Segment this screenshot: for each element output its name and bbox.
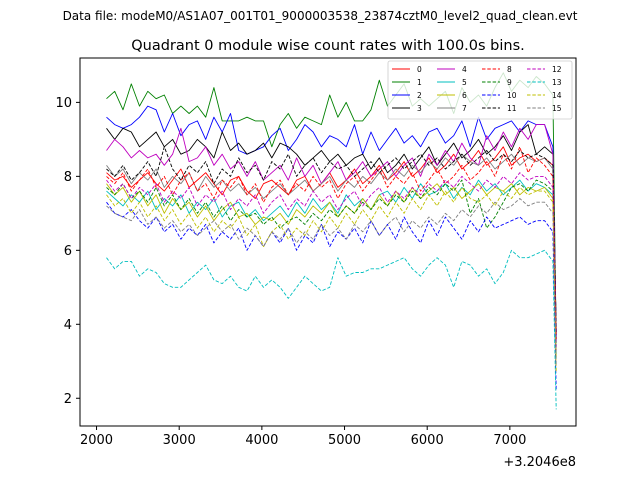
y-tick-label: 4 [64, 318, 72, 333]
legend-label-14: 14 [552, 91, 562, 100]
x-axis: 2000 3000 4000 5000 6000 7000 [80, 426, 526, 448]
legend-label-3: 3 [417, 104, 422, 113]
plot-area [106, 72, 557, 410]
legend-label-7: 7 [462, 104, 467, 113]
x-tick-label: 4000 [245, 433, 278, 448]
legend-label-6: 6 [462, 91, 467, 100]
legend-label-9: 9 [507, 78, 512, 87]
y-tick-label: 2 [64, 392, 72, 407]
series-line-10 [106, 201, 557, 391]
series-line-13 [106, 249, 557, 410]
x-tick-label: 2000 [80, 433, 113, 448]
legend-box [387, 60, 573, 120]
legend-label-10: 10 [507, 91, 517, 100]
legend-label-4: 4 [462, 65, 467, 74]
legend-label-12: 12 [552, 65, 562, 74]
axes-frame [79, 57, 577, 427]
y-tick-label: 6 [64, 244, 72, 259]
legend-label-8: 8 [507, 65, 512, 74]
legend-label-2: 2 [417, 91, 422, 100]
x-tick-label: 7000 [493, 433, 526, 448]
legend-label-15: 15 [552, 104, 562, 113]
y-tick-label: 8 [64, 170, 72, 185]
y-axis: 2 4 6 8 10 [55, 96, 80, 407]
y-tick-label: 10 [55, 96, 72, 111]
series-line-6 [106, 183, 557, 358]
series-line-5 [106, 179, 557, 354]
series-line-4 [106, 124, 557, 336]
x-offset-label: +3.2046e8 [503, 455, 576, 470]
x-tick-label: 6000 [411, 433, 444, 448]
series-line-3 [106, 124, 557, 336]
series-line-8 [106, 146, 557, 340]
series-line-15 [106, 198, 557, 366]
legend-label-1: 1 [417, 78, 422, 87]
series-line-7 [106, 153, 557, 329]
chart-title: Quadrant 0 module wise count rates with … [131, 38, 525, 54]
legend-label-11: 11 [507, 104, 517, 113]
x-tick-label: 5000 [328, 433, 361, 448]
series-line-11 [106, 146, 557, 332]
x-tick-label: 3000 [163, 433, 196, 448]
series-line-12 [106, 172, 557, 351]
legend-label-0: 0 [417, 65, 422, 74]
legend-label-5: 5 [462, 78, 467, 87]
figure-suptitle: Data file: modeM0/AS1A07_001T01_90000035… [63, 9, 578, 23]
legend-label-13: 13 [552, 78, 562, 87]
